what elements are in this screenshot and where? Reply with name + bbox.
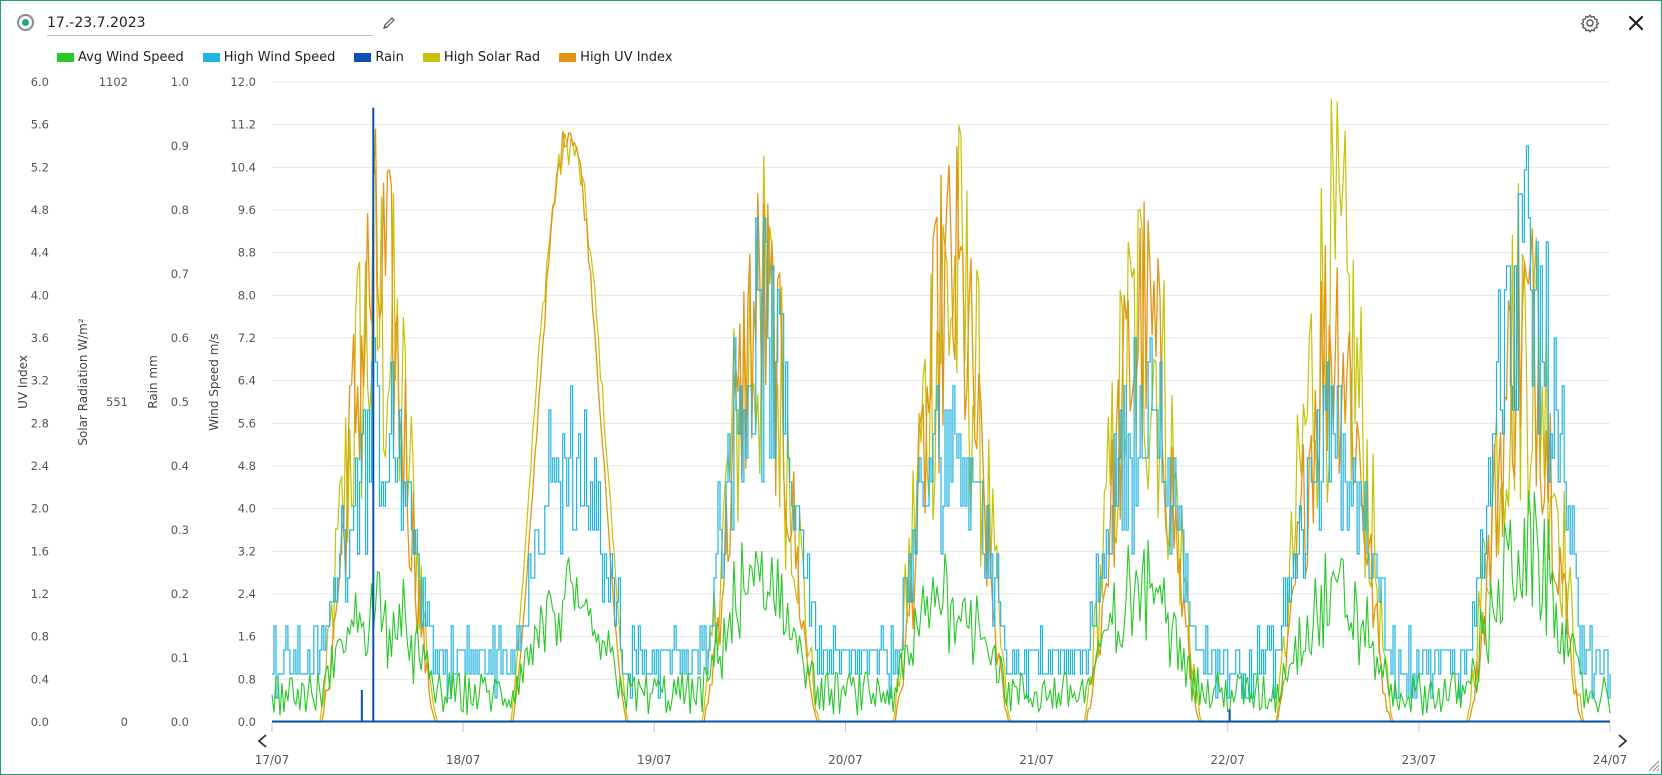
uv-tick-label: 4.8 [31, 203, 49, 217]
uv-tick-label: 0.4 [31, 672, 49, 686]
uv-tick-label: 3.6 [31, 331, 49, 345]
uv-tick-label: 1.2 [31, 587, 49, 601]
legend-swatch [559, 52, 577, 62]
legend-label: Rain [375, 49, 404, 65]
close-icon[interactable] [1626, 13, 1646, 33]
wind-tick-label: 12.0 [230, 75, 256, 89]
legend-swatch [422, 52, 440, 62]
rain-tick-label: 1.0 [171, 75, 189, 89]
x-tick-label: 20/07 [828, 753, 863, 767]
series-avg-wind-speed [271, 491, 1611, 716]
rain-tick-label: 0.1 [171, 651, 189, 665]
header-bar [1, 1, 1661, 45]
uv-tick-label: 4.4 [31, 246, 49, 260]
wind-tick-label: 3.2 [238, 544, 256, 558]
x-tick-label: 19/07 [637, 753, 672, 767]
wind-tick-label: 8.0 [238, 288, 256, 302]
wind-axis: 0.0 0.8 1.6 2.4 3.2 4.0 4.8 5.6 6.4 7.2 8.0 8.8 9.6 1… [207, 75, 256, 729]
uv-tick-label: 2.0 [31, 502, 49, 516]
legend-item-high-uv-index[interactable]: High UV Index [559, 49, 673, 65]
legend-label: High Wind Speed [223, 49, 336, 65]
rain-tick-label: 0.5 [171, 395, 189, 409]
resize-grip-icon[interactable] [1648, 760, 1660, 772]
x-tick-label: 23/07 [1402, 753, 1437, 767]
wind-tick-label: 8.8 [238, 246, 256, 260]
series-group [271, 98, 1611, 723]
legend-label: High Solar Rad [443, 49, 541, 65]
legend-item-avg-wind-speed[interactable]: Avg Wind Speed [57, 50, 184, 65]
wind-tick-label: 10.4 [230, 160, 256, 174]
wind-axis-title: Wind Speed m/s [207, 333, 221, 430]
wind-tick-label: 0.8 [238, 672, 256, 686]
uv-tick-label: 0.8 [31, 630, 49, 644]
solar-axis: 0 551 1102 Solar Radiation W/m² [76, 75, 128, 729]
wind-tick-label: 6.4 [238, 374, 256, 388]
x-tick-label: 18/07 [446, 753, 481, 767]
rain-tick-label: 0.4 [171, 459, 189, 473]
wind-tick-label: 2.4 [238, 587, 256, 601]
solar-tick-label: 0 [121, 715, 128, 729]
uv-tick-label: 3.2 [31, 374, 49, 388]
legend-item-high-wind-speed[interactable]: High Wind Speed [202, 49, 336, 65]
wind-tick-label: 9.6 [238, 203, 256, 217]
uv-tick-label: 5.2 [31, 160, 49, 174]
wind-tick-label: 5.6 [238, 416, 256, 430]
x-axis: 17/07 18/07 19/07 20/07 21/07 22/07 23/07 24/07 [255, 721, 1628, 767]
uv-axis: 0.0 0.4 0.8 1.2 1.6 2.0 2.4 2.8 3.2 3.6 4.0 4.4 4.8 5… [16, 75, 49, 729]
chevron-right-icon[interactable] [1618, 734, 1628, 748]
radio-selected-icon[interactable] [17, 14, 34, 31]
solar-axis-title: Solar Radiation W/m² [76, 318, 90, 446]
solar-tick-label: 1102 [99, 75, 128, 89]
x-tick-label: 22/07 [1210, 753, 1245, 767]
uv-tick-label: 6.0 [31, 75, 49, 89]
uv-tick-label: 2.4 [31, 459, 49, 473]
wind-tick-label: 11.2 [230, 118, 256, 132]
series-rain [272, 107, 1610, 723]
wind-tick-label: 0.0 [238, 715, 256, 729]
x-tick-label: 21/07 [1019, 753, 1054, 767]
wind-tick-label: 4.0 [238, 502, 256, 516]
legend-swatch [202, 52, 220, 62]
date-range-input[interactable] [47, 11, 373, 36]
chevron-left-icon[interactable] [257, 734, 267, 748]
uv-tick-label: 2.8 [31, 416, 49, 430]
rain-tick-label: 0.6 [171, 331, 189, 345]
rain-tick-label: 0.2 [171, 587, 189, 601]
rain-axis-title: Rain mm [146, 355, 160, 409]
uv-tick-label: 4.0 [31, 288, 49, 302]
gear-icon[interactable] [1580, 13, 1600, 33]
wind-tick-label: 4.8 [238, 459, 256, 473]
x-tick-label: 24/07 [1593, 753, 1628, 767]
rain-tick-label: 0.7 [171, 267, 189, 281]
rain-axis: 0.0 0.1 0.2 0.3 0.4 0.5 0.6 0.7 0.8 0.9 1.0 Rain mm [146, 75, 189, 729]
chart-legend: Avg Wind Speed High Wind Speed Rain High So… [57, 48, 692, 66]
rain-tick-label: 0.8 [171, 203, 189, 217]
legend-item-high-solar-rad[interactable]: High Solar Rad [422, 49, 541, 65]
legend-swatch [57, 52, 74, 62]
legend-label: High UV Index [580, 49, 673, 65]
legend-label: Avg Wind Speed [78, 49, 184, 65]
wind-tick-label: 7.2 [238, 331, 256, 345]
x-tick-label: 17/07 [255, 753, 290, 767]
rain-tick-label: 0.3 [171, 523, 189, 537]
legend-swatch [354, 52, 372, 62]
series-high-wind-speed [272, 145, 1611, 699]
pencil-icon[interactable] [381, 15, 397, 31]
solar-tick-label: 551 [106, 395, 128, 409]
legend-item-rain[interactable]: Rain [354, 50, 404, 65]
uv-tick-label: 5.6 [31, 118, 49, 132]
rain-tick-label: 0.0 [171, 715, 189, 729]
rain-tick-label: 0.9 [171, 139, 189, 153]
uv-tick-label: 1.6 [31, 544, 49, 558]
wind-tick-label: 1.6 [238, 630, 256, 644]
uv-axis-title: UV Index [16, 355, 30, 409]
uv-tick-label: 0.0 [31, 715, 49, 729]
